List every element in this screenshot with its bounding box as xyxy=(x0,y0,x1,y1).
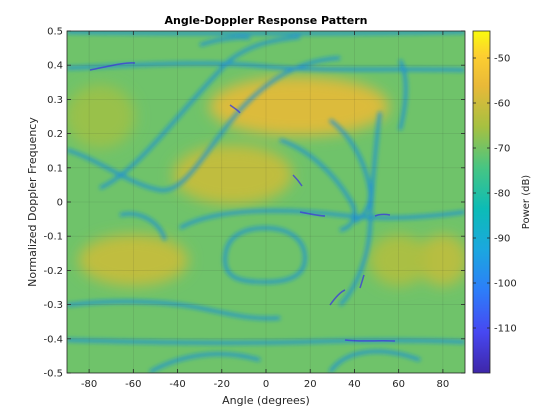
x-axis-label: Angle (degrees) xyxy=(222,394,310,407)
y-tick-label: 0 xyxy=(57,198,63,209)
null-contour xyxy=(328,118,373,224)
null-contours xyxy=(67,31,465,373)
y-tick-label: 0.3 xyxy=(47,95,63,106)
heatmap-peak xyxy=(67,84,136,149)
y-tick-label: 0.1 xyxy=(47,163,63,174)
y-tick-label: -0.4 xyxy=(43,334,63,345)
deep-null xyxy=(229,104,241,114)
x-tick-label: 40 xyxy=(348,379,361,390)
colorbar-ticks: -50 -60 -70 -80 -90 -100 -110 xyxy=(473,54,517,335)
x-tick-label: -40 xyxy=(169,379,185,390)
x-tick-label: -20 xyxy=(214,379,230,390)
colorbar: -50 -60 -70 -80 -90 -100 -110 Power (dB) xyxy=(472,30,532,374)
deep-null xyxy=(292,174,303,187)
heatmap-peak xyxy=(209,76,390,137)
x-tick-label: 0 xyxy=(263,379,269,390)
y-axis-label: Normalized Doppler Frequency xyxy=(26,117,39,287)
null-contour xyxy=(149,352,261,373)
y-tick-label: 0.5 xyxy=(47,27,63,38)
colorbar-tick-label: -60 xyxy=(494,99,510,110)
deep-null xyxy=(89,62,136,71)
x-tick-label: -80 xyxy=(81,379,97,390)
deep-null xyxy=(374,213,391,217)
null-contour xyxy=(179,209,465,230)
null-contour xyxy=(398,59,408,131)
colorbar-gradient xyxy=(473,31,490,373)
y-tick-label: -0.5 xyxy=(43,369,63,380)
plot-area xyxy=(67,31,465,373)
chart-title: Angle-Doppler Response Pattern xyxy=(165,14,368,27)
null-contour xyxy=(119,212,167,241)
null-contour xyxy=(99,35,301,190)
grid xyxy=(67,31,465,373)
null-contour xyxy=(67,61,465,72)
x-tick-label: -60 xyxy=(125,379,141,390)
colorbar-tick-label: -90 xyxy=(494,234,510,245)
x-tick-label: 80 xyxy=(437,379,450,390)
colorbar-tick-label: -100 xyxy=(494,279,517,290)
y-tick-label: -0.2 xyxy=(43,266,63,277)
null-contour xyxy=(328,349,421,373)
null-contour xyxy=(223,226,307,284)
null-contour xyxy=(199,35,251,47)
x-tick-label: 20 xyxy=(304,379,317,390)
heatmap-peak xyxy=(78,234,189,287)
deep-null xyxy=(299,211,326,217)
y-tick-label: -0.1 xyxy=(43,232,63,243)
colorbar-frame xyxy=(472,30,491,374)
null-contour xyxy=(67,31,465,36)
null-contour xyxy=(67,299,281,321)
colorbar-label: Power (dB) xyxy=(521,175,532,230)
colorbar-tick-label: -110 xyxy=(494,324,517,335)
x-tick-label: 60 xyxy=(392,379,405,390)
y-tick-label: 0.4 xyxy=(47,61,63,72)
axis-ticks: -80 -60 -40 -20 0 20 40 60 80 0.5 0.4 0.3 0.2 0.1 0 -0.… xyxy=(43,27,465,390)
y-tick-label: 0.2 xyxy=(47,129,63,140)
deep-null xyxy=(329,289,346,306)
deep-nulls xyxy=(89,62,396,342)
colorbar-tick-label: -50 xyxy=(494,54,510,65)
null-contour xyxy=(67,56,341,192)
null-contour xyxy=(67,338,465,345)
heatmap-peak xyxy=(417,234,465,287)
y-tick-label: -0.3 xyxy=(43,300,63,311)
deep-null xyxy=(344,339,396,342)
null-contour xyxy=(338,111,382,307)
heatmap-peak xyxy=(368,234,429,287)
colorbar-tick-label: -80 xyxy=(494,189,510,200)
deep-null xyxy=(359,274,365,289)
colorbar-tick-label: -70 xyxy=(494,144,510,155)
null-contour xyxy=(279,138,357,232)
